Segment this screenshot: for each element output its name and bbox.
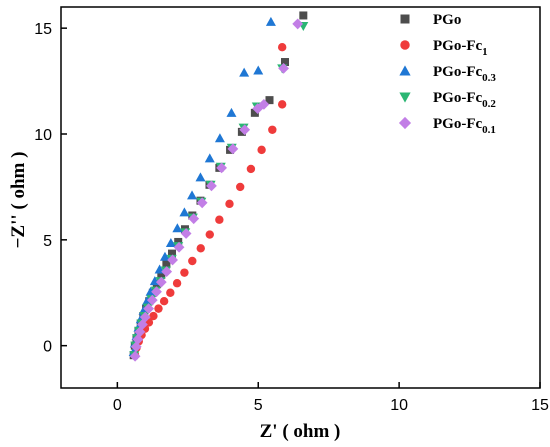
data-point	[250, 108, 259, 117]
data-point	[180, 228, 192, 239]
data-point	[173, 241, 185, 253]
data-point	[188, 256, 197, 266]
x-tick-label: 10	[390, 397, 408, 414]
data-point	[299, 11, 308, 20]
legend-label-base: PGo-Fc	[433, 116, 482, 132]
data-point	[216, 162, 228, 174]
data-point	[277, 43, 287, 52]
data-point	[214, 133, 225, 143]
legend-label: PGo-Fc0.1	[433, 116, 496, 136]
data-point	[257, 145, 266, 155]
data-point	[132, 333, 144, 345]
data-point	[195, 172, 206, 182]
plot-frame	[60, 6, 541, 389]
data-point	[281, 58, 290, 67]
data-point	[236, 182, 245, 192]
data-point	[239, 124, 251, 136]
data-point	[143, 303, 155, 315]
legend-label-subscript: 0.3	[482, 72, 496, 84]
legend-marker	[398, 116, 412, 130]
data-point	[278, 62, 289, 74]
data-point	[252, 103, 264, 114]
data-point	[139, 311, 151, 323]
data-point	[196, 244, 205, 253]
data-point	[159, 297, 169, 306]
data-point	[161, 266, 173, 277]
data-point	[149, 311, 158, 321]
data-point	[196, 197, 208, 209]
x-axis-title: Z' ( ohm )	[260, 421, 341, 442]
data-point	[130, 341, 142, 353]
legend-label: PGo-Fc0.3	[433, 64, 496, 84]
y-tick-label: 15	[34, 21, 52, 38]
legend-label-subscript: 0.2	[482, 98, 496, 110]
data-point	[206, 180, 217, 192]
data-point	[141, 296, 152, 306]
data-point	[179, 207, 190, 217]
legend-label: PGo-Fc1	[433, 38, 488, 58]
data-point	[226, 107, 237, 117]
x-tick-label: 15	[531, 397, 549, 414]
data-point	[265, 96, 274, 105]
data-point	[227, 143, 239, 155]
data-points	[128, 11, 309, 362]
y-tick-label: 0	[43, 339, 52, 356]
data-point	[187, 190, 198, 200]
data-point	[265, 16, 276, 26]
legend-label: PGo	[433, 12, 461, 28]
data-point	[168, 249, 177, 258]
legend-label: PGo-Fc0.2	[433, 90, 496, 110]
data-point	[188, 213, 200, 225]
data-point	[134, 326, 146, 338]
x-tick-label: 0	[113, 397, 122, 414]
series-1	[130, 43, 287, 359]
legend-label-base: PGo-Fc	[433, 64, 482, 80]
data-point	[167, 254, 178, 266]
data-point	[246, 164, 256, 174]
legend-marker	[399, 92, 411, 103]
data-point	[151, 286, 162, 298]
data-point	[225, 199, 234, 209]
data-point	[180, 268, 189, 277]
series-4	[129, 18, 304, 362]
data-point	[205, 230, 214, 239]
y-tick-label: 10	[34, 127, 52, 144]
data-point	[253, 65, 264, 75]
legend-label-base: PGo-Fc	[433, 38, 482, 54]
data-point	[157, 270, 166, 279]
data-point	[155, 276, 167, 288]
data-point	[172, 279, 182, 288]
data-point	[292, 18, 304, 30]
data-point	[268, 125, 277, 134]
legend-label-base: PGo-Fc	[433, 90, 482, 106]
legend-marker	[399, 65, 411, 76]
legend-label-base: PGo	[433, 12, 461, 28]
data-point	[154, 304, 163, 313]
data-point	[137, 319, 148, 330]
data-point	[239, 67, 250, 77]
y-tick-label: 5	[43, 233, 52, 250]
legend-marker	[400, 40, 410, 50]
data-point	[172, 223, 183, 233]
legend-marker	[400, 14, 410, 24]
data-point	[166, 288, 175, 297]
data-point	[165, 238, 176, 248]
y-axis-title: −Z'' ( ohm )	[8, 152, 29, 249]
data-point	[159, 251, 170, 261]
data-point	[277, 100, 287, 109]
data-point	[215, 215, 224, 224]
legend-label-subscript: 1	[482, 46, 488, 58]
data-point	[204, 153, 215, 163]
data-point	[162, 260, 171, 269]
legend-label-subscript: 0.1	[482, 124, 496, 136]
data-point	[146, 294, 158, 306]
data-point	[174, 237, 183, 246]
data-point	[258, 98, 270, 110]
x-tick-label: 5	[254, 397, 263, 414]
data-point	[129, 350, 141, 362]
axis-ticks: 0 5 10 15 0 5 10 15	[34, 21, 549, 414]
